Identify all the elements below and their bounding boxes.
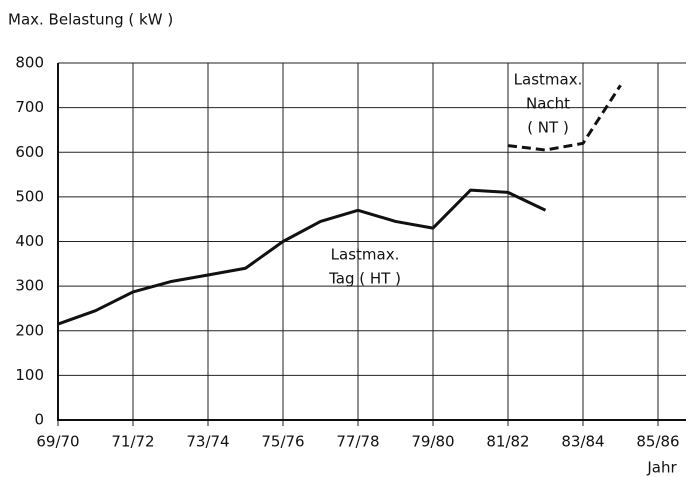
annotation: ( NT )	[527, 119, 569, 137]
y-tick-label: 100	[15, 366, 44, 384]
annotation: Tag ( HT )	[328, 270, 401, 288]
y-tick-label: 700	[15, 98, 44, 116]
series-line	[507, 84, 622, 152]
x-tick-label: 83/84	[561, 433, 604, 451]
y-tick-label: 0	[34, 411, 44, 429]
annotation: Lastmax.	[514, 71, 583, 89]
x-tick-label: 73/74	[186, 433, 229, 451]
y-axis-title: Max. Belastung ( kW )	[8, 11, 173, 29]
series-line	[57, 188, 547, 326]
y-tick-label: 400	[15, 232, 44, 250]
annotation: Nacht	[526, 95, 570, 113]
plot-frame	[57, 63, 686, 421]
y-tick-label: 600	[15, 143, 44, 161]
x-tick-label: 77/78	[336, 433, 379, 451]
y-tick-label: 300	[15, 277, 44, 295]
x-tick-label: 69/70	[36, 433, 79, 451]
x-tick-label: 81/82	[486, 433, 529, 451]
x-tick-label: 79/80	[411, 433, 454, 451]
x-tick-label: 71/72	[111, 433, 154, 451]
y-tick-label: 800	[15, 54, 44, 72]
x-tick-label: 75/76	[261, 433, 304, 451]
y-tick-label: 200	[15, 321, 44, 339]
x-axis-title: Jahr	[646, 459, 677, 477]
y-tick-label: 500	[15, 187, 44, 205]
annotation: Lastmax.	[331, 246, 400, 264]
x-tick-label: 85/86	[636, 433, 679, 451]
